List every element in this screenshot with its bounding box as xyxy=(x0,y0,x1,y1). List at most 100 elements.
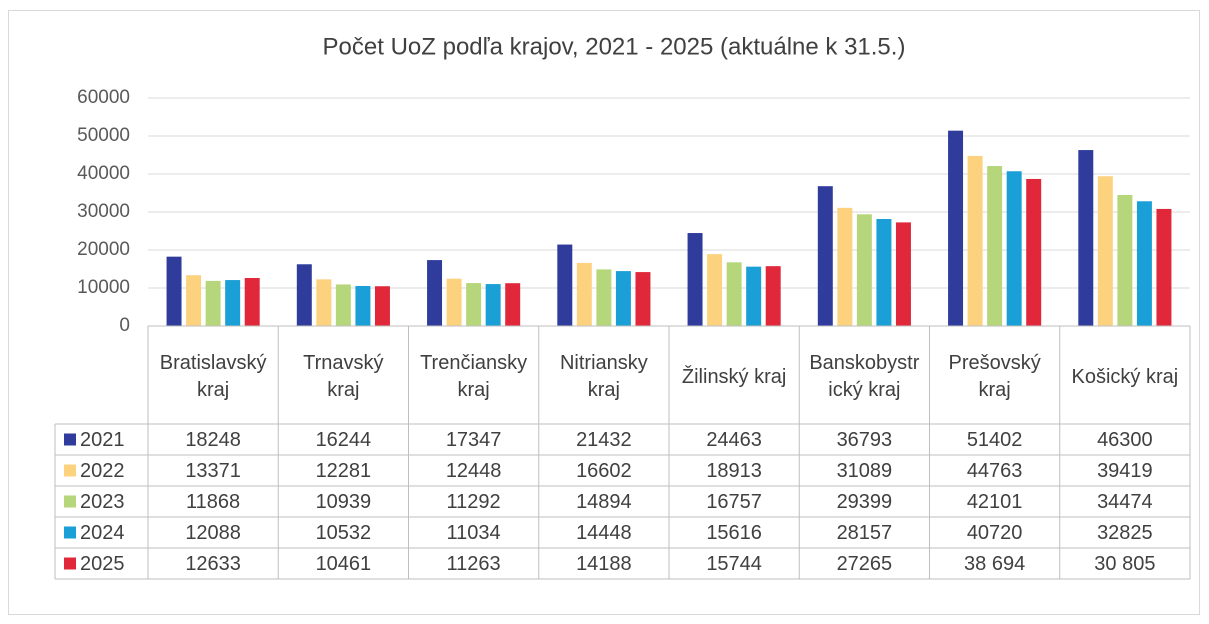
legend-label: 2022 xyxy=(80,460,125,482)
y-tick-label: 50000 xyxy=(77,125,130,146)
bar xyxy=(355,285,371,326)
table-value: 16244 xyxy=(316,429,372,451)
table-value: 11034 xyxy=(447,522,501,544)
bar xyxy=(427,260,443,326)
table-value: 16757 xyxy=(706,491,762,513)
legend-swatch xyxy=(64,557,76,570)
bar xyxy=(374,286,390,326)
table-value: 29399 xyxy=(837,491,893,513)
bar xyxy=(335,284,351,326)
bar xyxy=(1078,150,1094,326)
bar xyxy=(1136,201,1152,326)
legend-swatch xyxy=(64,464,76,477)
table-value: 10461 xyxy=(316,553,372,575)
legend-swatch xyxy=(64,495,76,508)
bar xyxy=(1006,171,1022,326)
table-value: 11292 xyxy=(447,491,501,513)
table-value: 17347 xyxy=(446,429,502,451)
y-tick-label: 30000 xyxy=(77,201,130,222)
table-value: 10939 xyxy=(316,491,372,513)
bar xyxy=(1026,178,1042,326)
x-tick-label: Prešovský kraj xyxy=(948,352,1041,401)
bar xyxy=(576,262,592,326)
bar xyxy=(485,284,501,326)
bar xyxy=(635,272,651,326)
table-value: 11263 xyxy=(447,553,501,575)
x-tick-label: Trnavský kraj xyxy=(303,352,384,401)
bar xyxy=(446,278,462,326)
table-value: 12448 xyxy=(446,460,502,482)
table-value: 16602 xyxy=(576,460,632,482)
table-value: 28157 xyxy=(837,522,893,544)
bar xyxy=(186,275,202,326)
table-value: 24463 xyxy=(706,429,762,451)
bar xyxy=(1117,194,1133,326)
x-tick-label: Banskobystrický kraj xyxy=(809,352,920,401)
table-value: 10532 xyxy=(316,522,372,544)
bar xyxy=(316,279,332,326)
bar xyxy=(987,166,1003,326)
bar xyxy=(615,271,631,326)
table-value: 51402 xyxy=(967,429,1023,451)
legend-label: 2023 xyxy=(80,491,125,513)
bar xyxy=(687,233,703,326)
bar xyxy=(505,283,521,326)
legend-swatch xyxy=(64,433,76,446)
bar xyxy=(746,266,762,326)
table-value: 11868 xyxy=(186,491,240,513)
chart-title: Počet UoZ podľa krajov, 2021 - 2025 (akt… xyxy=(323,33,906,60)
table-value: 12281 xyxy=(316,460,372,482)
table-value: 38 694 xyxy=(964,553,1025,575)
x-tick-label: Nitriansky kraj xyxy=(559,352,648,401)
bar xyxy=(876,219,892,326)
table-value: 14894 xyxy=(576,491,632,513)
table-value: 36793 xyxy=(837,429,893,451)
table-value: 34474 xyxy=(1097,491,1153,513)
bar xyxy=(967,155,983,326)
y-tick-label: 0 xyxy=(119,315,130,336)
table-value: 14188 xyxy=(576,553,632,575)
bar xyxy=(244,277,260,326)
bar xyxy=(837,207,853,326)
legend-label: 2024 xyxy=(80,522,125,544)
bar xyxy=(895,222,911,326)
bar xyxy=(557,244,573,326)
table-value: 31089 xyxy=(837,460,893,482)
table-value: 15616 xyxy=(706,522,762,544)
bar xyxy=(817,186,833,326)
bar xyxy=(596,269,612,326)
table-value: 39419 xyxy=(1097,460,1153,482)
bar xyxy=(1156,208,1172,326)
table-value: 13371 xyxy=(185,460,241,482)
table-value: 46300 xyxy=(1097,429,1153,451)
x-tick-label: Žilinský kraj xyxy=(681,365,787,388)
x-tick-label: Košický kraj xyxy=(1071,365,1179,388)
bar xyxy=(225,280,241,326)
table-value: 12088 xyxy=(185,522,241,544)
legend-label: 2021 xyxy=(80,429,125,451)
table-value: 14448 xyxy=(576,522,632,544)
bar xyxy=(166,256,182,326)
table-value: 18913 xyxy=(706,460,762,482)
bar xyxy=(1097,176,1113,326)
bar xyxy=(466,283,482,326)
bar xyxy=(707,254,723,326)
y-tick-label: 60000 xyxy=(77,87,130,108)
table-value: 32825 xyxy=(1097,522,1153,544)
table-value: 30 805 xyxy=(1094,553,1155,575)
legend-swatch xyxy=(64,526,76,539)
table-value: 40720 xyxy=(967,522,1023,544)
x-tick-label: Bratislavský kraj xyxy=(159,352,267,401)
table-value: 21432 xyxy=(576,429,632,451)
table-value: 27265 xyxy=(837,553,893,575)
bar xyxy=(765,266,781,326)
table-value: 15744 xyxy=(706,553,762,575)
bar xyxy=(726,262,742,326)
table-value: 42101 xyxy=(967,491,1023,513)
bar xyxy=(856,214,872,326)
y-tick-label: 10000 xyxy=(77,277,130,298)
bar xyxy=(948,130,964,326)
bar xyxy=(296,264,312,326)
